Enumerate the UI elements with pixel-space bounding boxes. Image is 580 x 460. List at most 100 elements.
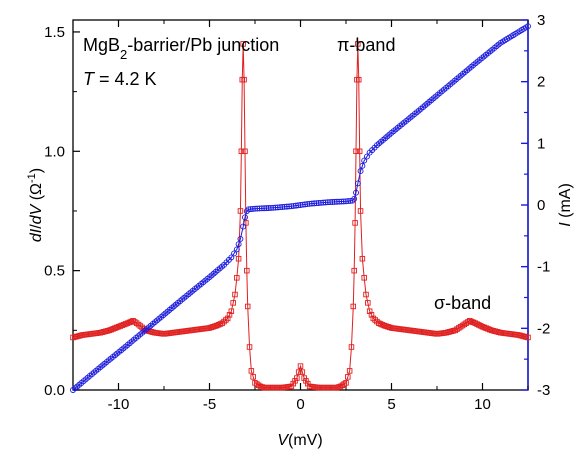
didv-point — [255, 382, 262, 388]
didv-point — [101, 329, 107, 335]
didv-point — [492, 328, 498, 335]
didv-point — [150, 329, 156, 335]
didv-point — [212, 323, 218, 329]
current-point — [525, 23, 531, 30]
didv-point — [242, 148, 248, 155]
didv-point — [119, 322, 125, 329]
y-left-tick-label: 0.0 — [44, 382, 65, 399]
didv-point — [472, 320, 478, 326]
didv-point — [297, 363, 304, 369]
annotation-junction: MgB2-barrier/Pb junction — [83, 35, 279, 62]
didv-point — [365, 300, 371, 306]
y-right-tick-label: 2 — [537, 74, 545, 91]
current-point — [363, 153, 370, 160]
didv-point — [241, 76, 247, 83]
current-point — [345, 198, 352, 205]
didv-point — [128, 318, 134, 325]
didv-point — [519, 333, 526, 339]
didv-point — [148, 329, 155, 335]
didv-point — [237, 208, 244, 214]
didv-point — [106, 327, 113, 334]
didv-point — [465, 319, 471, 325]
didv-point — [355, 76, 362, 83]
current-point — [361, 157, 368, 164]
didv-point — [244, 303, 251, 310]
didv-point — [379, 322, 386, 328]
didv-point — [206, 325, 213, 331]
current-point — [242, 214, 248, 221]
didv-point — [77, 332, 84, 339]
x-tick-label: -10 — [108, 396, 130, 413]
didv-point — [97, 329, 104, 336]
didv-point — [448, 328, 455, 335]
didv-point — [292, 378, 298, 384]
didv-point — [235, 255, 242, 262]
didv-point — [516, 332, 522, 338]
didv-point — [350, 303, 357, 310]
didv-point — [517, 332, 524, 339]
current-point — [228, 254, 235, 261]
y-left-tick-label: 1.0 — [44, 143, 65, 160]
annotation-temperature: T = 4.2 K — [83, 69, 157, 89]
didv-point — [75, 333, 82, 339]
didv-point — [477, 323, 484, 329]
didv-point — [361, 275, 367, 281]
didv-point — [108, 326, 114, 333]
didv-point — [445, 329, 451, 335]
didv-point — [126, 319, 133, 326]
didv-point — [494, 329, 500, 335]
didv-point — [490, 328, 497, 334]
current-point — [245, 206, 252, 213]
didv-point — [250, 374, 256, 380]
didv-point — [208, 324, 215, 331]
current-point — [353, 189, 359, 196]
didv-point — [210, 323, 216, 330]
current-series — [70, 23, 531, 393]
didv-point — [303, 378, 309, 384]
didv-point — [487, 326, 493, 333]
didv-point — [443, 329, 449, 336]
didv-point — [476, 322, 482, 328]
didv-point — [348, 344, 355, 350]
didv-point — [226, 312, 233, 318]
didv-point — [113, 324, 120, 331]
didv-point — [355, 41, 361, 47]
didv-point — [479, 323, 486, 330]
didv-point — [485, 326, 491, 332]
didv-point — [295, 369, 302, 375]
x-axis-title: V(mV) — [277, 432, 322, 449]
series-layer — [70, 23, 531, 393]
didv-point — [137, 323, 144, 329]
didv-point — [232, 291, 238, 298]
didv-point — [345, 374, 351, 380]
current-point — [340, 198, 347, 205]
current-point — [354, 180, 361, 187]
didv-point — [290, 380, 296, 387]
didv-point — [481, 324, 488, 331]
didv-point — [468, 318, 475, 325]
didv-point — [351, 267, 357, 274]
didv-point — [135, 321, 142, 328]
didv-point — [224, 315, 231, 322]
didv-point — [70, 334, 76, 341]
current-point — [240, 223, 247, 230]
didv-point — [386, 324, 393, 331]
x-tick-label: 0 — [296, 396, 304, 413]
y-axis-right-title: I (mA) — [557, 183, 574, 227]
current-point — [247, 206, 254, 213]
didv-point — [215, 322, 222, 328]
didv-point — [246, 344, 253, 350]
x-tick-label: 10 — [474, 396, 491, 413]
didv-point — [299, 369, 306, 375]
y-left-tick-label: 1.5 — [44, 24, 65, 41]
current-point — [359, 162, 366, 169]
y-right-tick-label: -1 — [537, 259, 550, 276]
didv-series — [70, 41, 531, 391]
x-tick-label: 5 — [387, 396, 395, 413]
x-tick-label: -5 — [203, 396, 216, 413]
didv-point — [523, 334, 529, 340]
y-axis-left-title: dI/dV (Ω-1) — [26, 168, 45, 242]
didv-point — [223, 317, 229, 323]
didv-point — [259, 384, 266, 390]
didv-point — [525, 334, 531, 341]
